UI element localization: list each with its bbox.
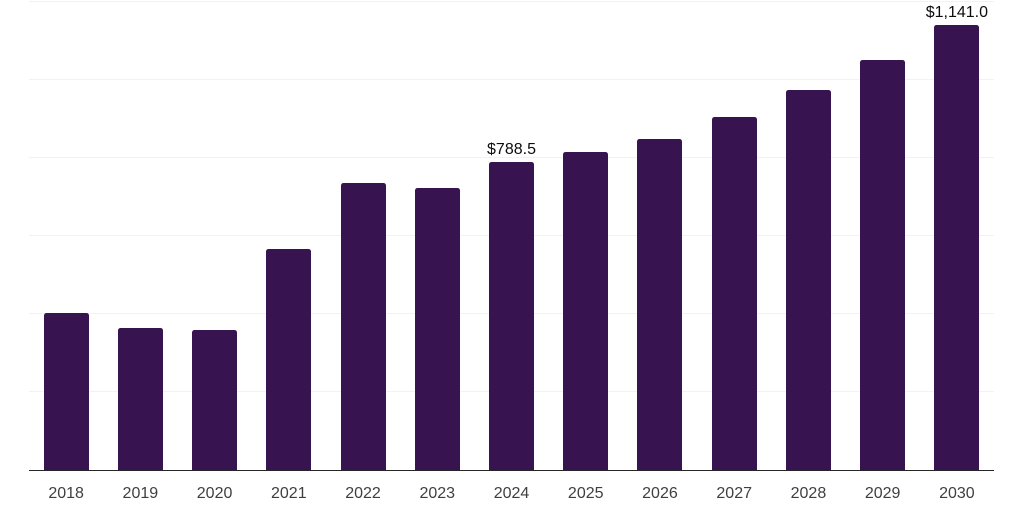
bar-2024: [489, 162, 534, 470]
x-tick-label-2025: 2025: [567, 485, 604, 502]
bar-2029: [860, 60, 906, 470]
bar-2023: [414, 187, 460, 470]
bar-2026: [637, 139, 683, 470]
x-tick-label-2027: 2027: [716, 485, 752, 502]
bar-2019: [117, 327, 163, 470]
x-tick-label-2023: 2023: [419, 485, 456, 502]
x-tick-label-2022: 2022: [345, 485, 381, 502]
x-tick-label-2021: 2021: [271, 485, 307, 502]
x-tick-label-2026: 2026: [642, 485, 678, 502]
x-tick-label-2030: 2030: [939, 485, 975, 502]
x-tick-label-2029: 2029: [864, 485, 901, 502]
bar-2030: [934, 25, 980, 470]
x-tick-label-2018: 2018: [48, 485, 84, 502]
bar-2018: [43, 312, 89, 470]
bar-2027: [711, 116, 757, 470]
x-tick-label-2020: 2020: [196, 485, 233, 502]
data-label-2024: $788.5: [487, 141, 536, 159]
x-axis-line: [29, 469, 994, 471]
x-tick-label-2019: 2019: [122, 485, 159, 502]
bar-2025: [563, 152, 609, 470]
gridline-800: [29, 157, 994, 158]
bar-2028: [785, 90, 831, 470]
bar-2020: [192, 329, 238, 470]
x-tick-label-2024: 2024: [493, 485, 530, 502]
gridline-1000: [29, 79, 994, 80]
bar-2022: [340, 182, 386, 470]
bar-2021: [266, 249, 312, 470]
x-tick-label-2028: 2028: [790, 485, 827, 502]
gridline-1200: [29, 1, 994, 2]
data-label-2030: $1,141.0: [925, 4, 989, 21]
